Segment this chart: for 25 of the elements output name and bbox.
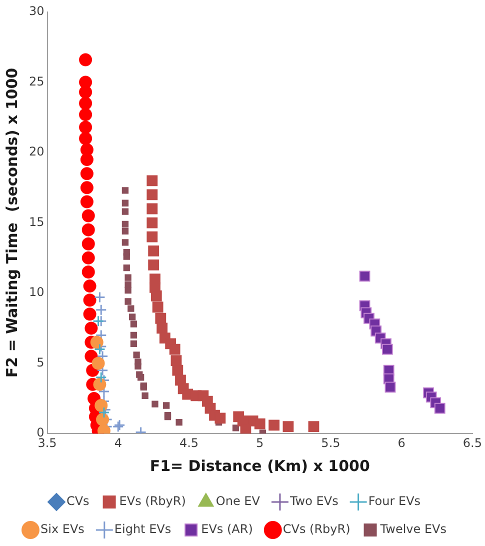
y-tick-label: 5	[36, 355, 44, 370]
y-tick-label: 20	[28, 144, 44, 159]
x-tick-label: 6	[398, 436, 406, 450]
legend-label: One EV	[216, 494, 261, 508]
y-tick-label: 10	[28, 285, 44, 300]
y-axis-title: F2 = Waiting Time (seconds) x 1000	[2, 68, 21, 378]
x-tick-label: 4	[114, 436, 122, 450]
legend-label: Eight EVs	[114, 522, 172, 536]
x-tick-label: 6.5	[462, 436, 482, 450]
legend-label: CVs	[66, 494, 90, 508]
x-tick-label: 5.5	[321, 436, 340, 450]
legend-label: Four EVs	[368, 494, 421, 508]
y-tick-label: 25	[28, 74, 44, 88]
legend-label: EVs (RbyR)	[119, 494, 186, 508]
x-tick-label: 4.5	[179, 436, 199, 450]
x-tick-label: 5	[256, 436, 264, 450]
legend-label: Twelve EVs	[379, 522, 447, 536]
legend-label: CVs (RbyR)	[282, 522, 350, 536]
x-axis-title: F1= Distance (Km) x 1000	[150, 456, 370, 475]
x-tick-label: 3.5	[38, 436, 57, 450]
legend-label: EVs (AR)	[201, 522, 253, 536]
y-tick-label: 30	[28, 4, 44, 18]
y-tick-label: 15	[28, 214, 44, 229]
legend-label: Six EVs	[40, 522, 84, 536]
legend-label: Two EVs	[288, 494, 338, 508]
